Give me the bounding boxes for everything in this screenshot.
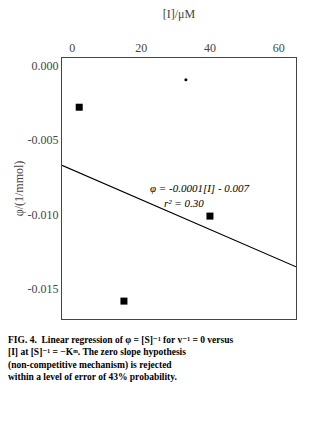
svg-text:0: 0 bbox=[69, 41, 75, 55]
svg-text:40: 40 bbox=[204, 41, 216, 55]
svg-text:FIG. 4. Linear regression of: FIG. 4. Linear regression of φ = [S]⁻¹ f… bbox=[8, 335, 234, 382]
svg-text:-0.015: -0.015 bbox=[28, 282, 59, 296]
svg-text:0.000: 0.000 bbox=[32, 59, 59, 73]
svg-text:r² = 0.30: r² = 0.30 bbox=[164, 197, 204, 209]
svg-text:-0.010: -0.010 bbox=[28, 208, 59, 222]
svg-text:[I]/μM: [I]/μM bbox=[163, 7, 196, 21]
svg-text:20: 20 bbox=[135, 41, 147, 55]
svg-text:60: 60 bbox=[273, 41, 285, 55]
svg-text:φ/(1/mmol): φ/(1/mmol) bbox=[12, 161, 26, 217]
svg-text:φ = -0.0001[I] - 0.007: φ = -0.0001[I] - 0.007 bbox=[150, 182, 250, 194]
svg-text:-0.005: -0.005 bbox=[28, 133, 59, 147]
